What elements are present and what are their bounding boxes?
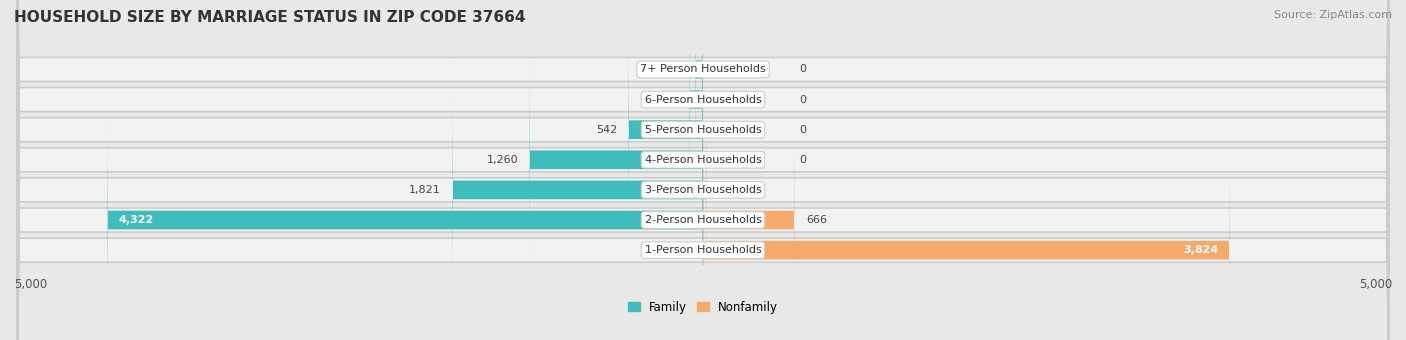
FancyBboxPatch shape <box>689 0 703 241</box>
Text: 5,000: 5,000 <box>14 278 48 291</box>
FancyBboxPatch shape <box>17 0 1389 340</box>
FancyBboxPatch shape <box>17 0 1389 340</box>
FancyBboxPatch shape <box>17 0 1389 340</box>
FancyBboxPatch shape <box>703 109 1230 340</box>
Text: 5-Person Households: 5-Person Households <box>644 125 762 135</box>
FancyBboxPatch shape <box>17 0 1389 340</box>
Legend: Family, Nonfamily: Family, Nonfamily <box>623 296 783 318</box>
Text: 1-Person Households: 1-Person Households <box>644 245 762 255</box>
Text: Source: ZipAtlas.com: Source: ZipAtlas.com <box>1274 10 1392 20</box>
Text: 1,260: 1,260 <box>486 155 519 165</box>
FancyBboxPatch shape <box>17 0 1389 340</box>
Text: 542: 542 <box>596 125 617 135</box>
FancyBboxPatch shape <box>703 79 794 340</box>
FancyBboxPatch shape <box>17 0 1389 340</box>
FancyBboxPatch shape <box>17 0 1389 340</box>
Text: 7+ Person Households: 7+ Person Households <box>640 65 766 74</box>
FancyBboxPatch shape <box>107 79 703 340</box>
Text: 0: 0 <box>800 95 807 105</box>
Text: 0: 0 <box>800 155 807 165</box>
FancyBboxPatch shape <box>530 19 703 301</box>
Text: 57: 57 <box>671 65 685 74</box>
FancyBboxPatch shape <box>628 0 703 271</box>
Text: 0: 0 <box>800 65 807 74</box>
FancyBboxPatch shape <box>453 49 703 331</box>
Text: 666: 666 <box>806 215 827 225</box>
Text: 3,824: 3,824 <box>1184 245 1219 255</box>
Text: 1,821: 1,821 <box>409 185 441 195</box>
Text: 5,000: 5,000 <box>1358 278 1392 291</box>
Text: HOUSEHOLD SIZE BY MARRIAGE STATUS IN ZIP CODE 37664: HOUSEHOLD SIZE BY MARRIAGE STATUS IN ZIP… <box>14 10 526 25</box>
Text: 2-Person Households: 2-Person Households <box>644 215 762 225</box>
Text: 4-Person Households: 4-Person Households <box>644 155 762 165</box>
FancyBboxPatch shape <box>695 0 703 211</box>
Text: 99: 99 <box>664 95 678 105</box>
FancyBboxPatch shape <box>703 49 707 331</box>
Text: 6-Person Households: 6-Person Households <box>644 95 762 105</box>
Text: 3-Person Households: 3-Person Households <box>644 185 762 195</box>
Text: 0: 0 <box>800 125 807 135</box>
Text: 27: 27 <box>717 185 733 195</box>
Text: 4,322: 4,322 <box>118 215 153 225</box>
